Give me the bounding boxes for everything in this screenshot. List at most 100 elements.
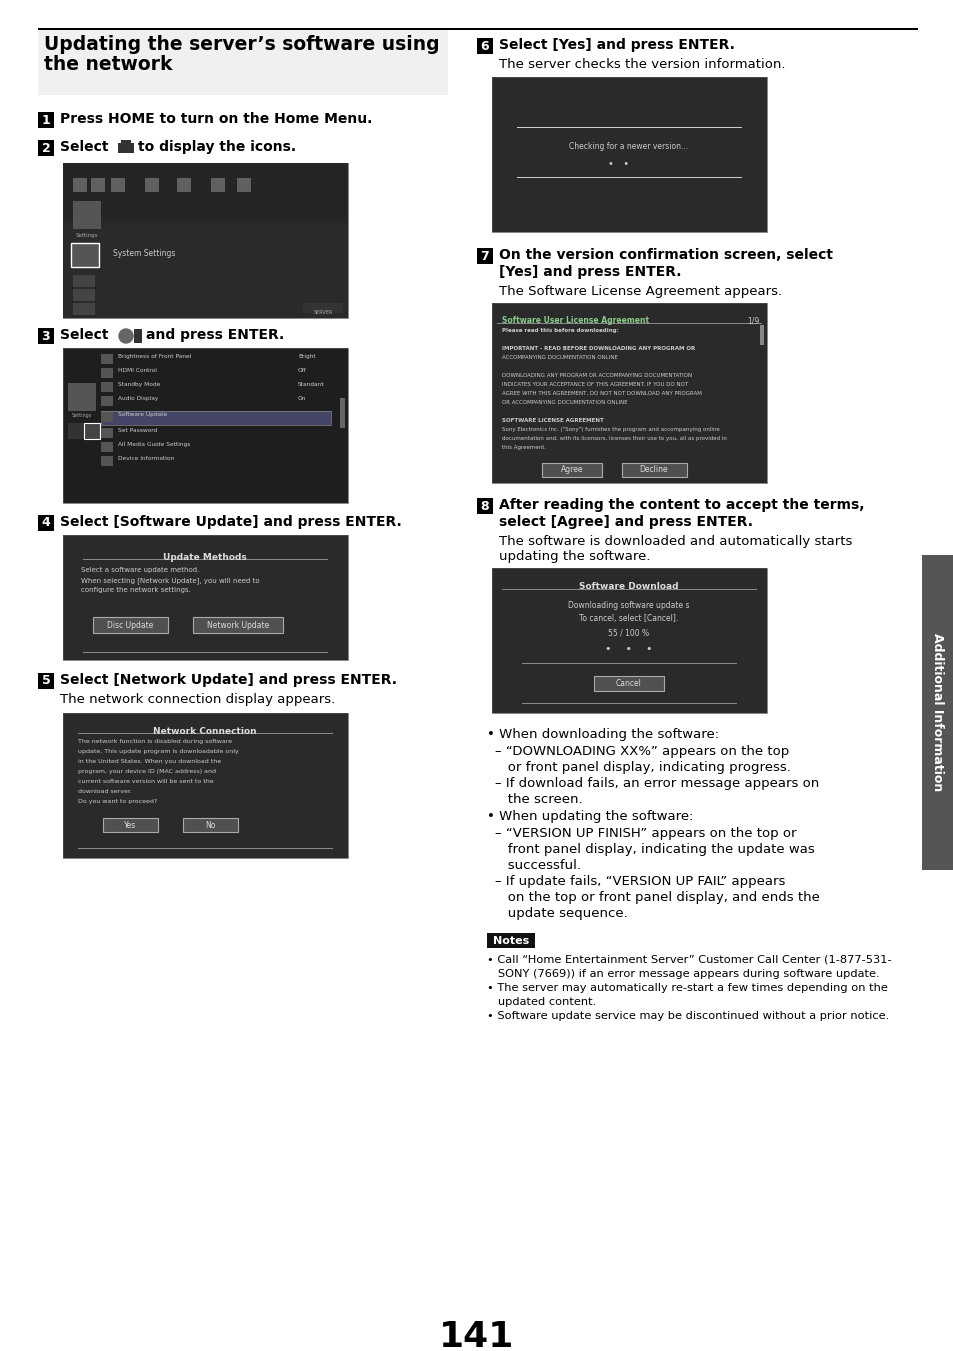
Text: Network Update: Network Update: [207, 620, 269, 630]
Text: 4: 4: [42, 516, 51, 530]
Text: update. This update program is downloadable only: update. This update program is downloada…: [78, 748, 238, 754]
Bar: [541, 463, 601, 477]
Text: 141: 141: [438, 1320, 515, 1351]
Bar: [91, 178, 105, 192]
Text: Brightness of Front Panel: Brightness of Front Panel: [118, 354, 192, 359]
Bar: [621, 463, 686, 477]
Bar: [63, 535, 348, 661]
Bar: [118, 143, 133, 153]
Bar: [101, 442, 112, 453]
Text: Checking for a newer version...: Checking for a newer version...: [569, 142, 688, 151]
Text: Software Update: Software Update: [118, 412, 167, 417]
Bar: [63, 349, 348, 503]
Text: Set Password: Set Password: [118, 428, 157, 434]
Bar: [63, 713, 348, 858]
Text: On: On: [297, 396, 306, 401]
Text: Settings: Settings: [75, 232, 98, 238]
Text: Disc Update: Disc Update: [107, 620, 153, 630]
Text: Select [Yes] and press ENTER.: Select [Yes] and press ENTER.: [498, 38, 734, 51]
Text: Network Connection: Network Connection: [153, 727, 256, 736]
Text: Settings: Settings: [71, 413, 92, 417]
Text: Software Download: Software Download: [578, 582, 678, 590]
Bar: [38, 328, 54, 345]
Text: 55 / 100 %: 55 / 100 %: [608, 628, 649, 638]
Text: 1: 1: [42, 113, 51, 127]
Text: Downloading software update s: Downloading software update s: [568, 601, 689, 611]
Text: Select: Select: [60, 141, 109, 154]
Bar: [303, 303, 343, 313]
Text: configure the network settings.: configure the network settings.: [81, 586, 191, 593]
Text: to display the icons.: to display the icons.: [138, 141, 295, 154]
Bar: [63, 713, 348, 858]
Text: On the version confirmation screen, select: On the version confirmation screen, sele…: [498, 249, 832, 262]
Text: Press HOME to turn on the Home Menu.: Press HOME to turn on the Home Menu.: [60, 112, 372, 126]
Text: The Software License Agreement appears.: The Software License Agreement appears.: [498, 285, 781, 299]
Bar: [921, 555, 953, 870]
Text: Cancel: Cancel: [616, 680, 641, 688]
Text: Standard: Standard: [297, 382, 324, 386]
Bar: [486, 934, 535, 948]
Text: • When downloading the software:: • When downloading the software:: [486, 728, 719, 740]
Text: 3: 3: [42, 330, 51, 343]
Text: ACCOMPANYING DOCUMENTATION ONLINE: ACCOMPANYING DOCUMENTATION ONLINE: [501, 355, 618, 359]
Bar: [492, 77, 766, 232]
Text: and press ENTER.: and press ENTER.: [146, 328, 284, 342]
Text: front panel display, indicating the update was: front panel display, indicating the upda…: [495, 843, 814, 857]
Bar: [103, 817, 158, 832]
Bar: [101, 367, 112, 378]
Text: successful.: successful.: [495, 859, 580, 871]
Bar: [73, 289, 95, 301]
Bar: [476, 249, 493, 263]
Circle shape: [119, 330, 132, 343]
Bar: [193, 617, 283, 634]
Text: – If download fails, an error message appears on: – If download fails, an error message ap…: [495, 777, 819, 790]
Text: The software is downloaded and automatically starts: The software is downloaded and automatic…: [498, 535, 851, 549]
Text: To cancel, select [Cancel].: To cancel, select [Cancel].: [578, 613, 678, 623]
Text: INDICATES YOUR ACCEPTANCE OF THIS AGREEMENT. IF YOU DO NOT: INDICATES YOUR ACCEPTANCE OF THIS AGREEM…: [501, 382, 687, 386]
Text: SONY (7669)) if an error message appears during software update.: SONY (7669)) if an error message appears…: [486, 969, 879, 979]
Bar: [92, 617, 168, 634]
Text: AGREE WITH THIS AGREEMENT, DO NOT NOT DOWNLOAD ANY PROGRAM: AGREE WITH THIS AGREEMENT, DO NOT NOT DO…: [501, 390, 701, 396]
Text: or front panel display, indicating progress.: or front panel display, indicating progr…: [495, 761, 790, 774]
Text: 1/9: 1/9: [746, 316, 759, 326]
Text: SERVER: SERVER: [313, 309, 333, 315]
Text: Device Information: Device Information: [118, 457, 174, 461]
Bar: [183, 817, 237, 832]
Text: DOWNLOADING ANY PROGRAM OR ACCOMPANYING DOCUMENTATION: DOWNLOADING ANY PROGRAM OR ACCOMPANYING …: [501, 373, 691, 378]
Text: Off: Off: [297, 367, 307, 373]
Text: 8: 8: [480, 500, 489, 512]
Text: •   •: • •: [608, 159, 629, 169]
Bar: [492, 303, 766, 484]
Text: Select [Software Update] and press ENTER.: Select [Software Update] and press ENTER…: [60, 515, 401, 530]
Text: Decline: Decline: [639, 466, 668, 474]
Text: documentation and, with its licensors, licenses their use to you, all as provide: documentation and, with its licensors, l…: [501, 436, 726, 440]
Text: – “VERSION UP FINISH” appears on the top or: – “VERSION UP FINISH” appears on the top…: [495, 827, 796, 840]
Text: Audio Display: Audio Display: [118, 396, 158, 401]
Bar: [594, 676, 663, 690]
Text: 7: 7: [480, 250, 489, 262]
Text: System Settings: System Settings: [112, 249, 175, 258]
Bar: [492, 567, 766, 713]
Text: Select [Network Update] and press ENTER.: Select [Network Update] and press ENTER.: [60, 673, 396, 688]
Text: Do you want to proceed?: Do you want to proceed?: [78, 798, 157, 804]
Text: IMPORTANT - READ BEFORE DOWNLOADING ANY PROGRAM OR: IMPORTANT - READ BEFORE DOWNLOADING ANY …: [501, 346, 695, 351]
Text: Notes: Notes: [493, 935, 529, 946]
Text: – “DOWNLOADING XX%” appears on the top: – “DOWNLOADING XX%” appears on the top: [495, 744, 788, 758]
Bar: [73, 276, 95, 286]
Bar: [339, 399, 345, 428]
Text: The server checks the version information.: The server checks the version informatio…: [498, 58, 784, 72]
Bar: [38, 673, 54, 689]
Text: this Agreement.: this Agreement.: [501, 444, 545, 450]
Bar: [101, 354, 112, 363]
Bar: [63, 223, 348, 317]
Bar: [63, 163, 348, 317]
Bar: [101, 382, 112, 392]
Text: Select a software update method.: Select a software update method.: [81, 567, 199, 573]
Text: The network function is disabled during software: The network function is disabled during …: [78, 739, 232, 744]
Text: All Media Guide Settings: All Media Guide Settings: [118, 442, 191, 447]
Bar: [71, 243, 99, 267]
Text: Software User License Agreement: Software User License Agreement: [501, 316, 648, 326]
Text: OR ACCOMPANYING DOCUMENTATION ONLINE: OR ACCOMPANYING DOCUMENTATION ONLINE: [501, 400, 627, 405]
Bar: [38, 112, 54, 128]
Bar: [492, 303, 766, 484]
